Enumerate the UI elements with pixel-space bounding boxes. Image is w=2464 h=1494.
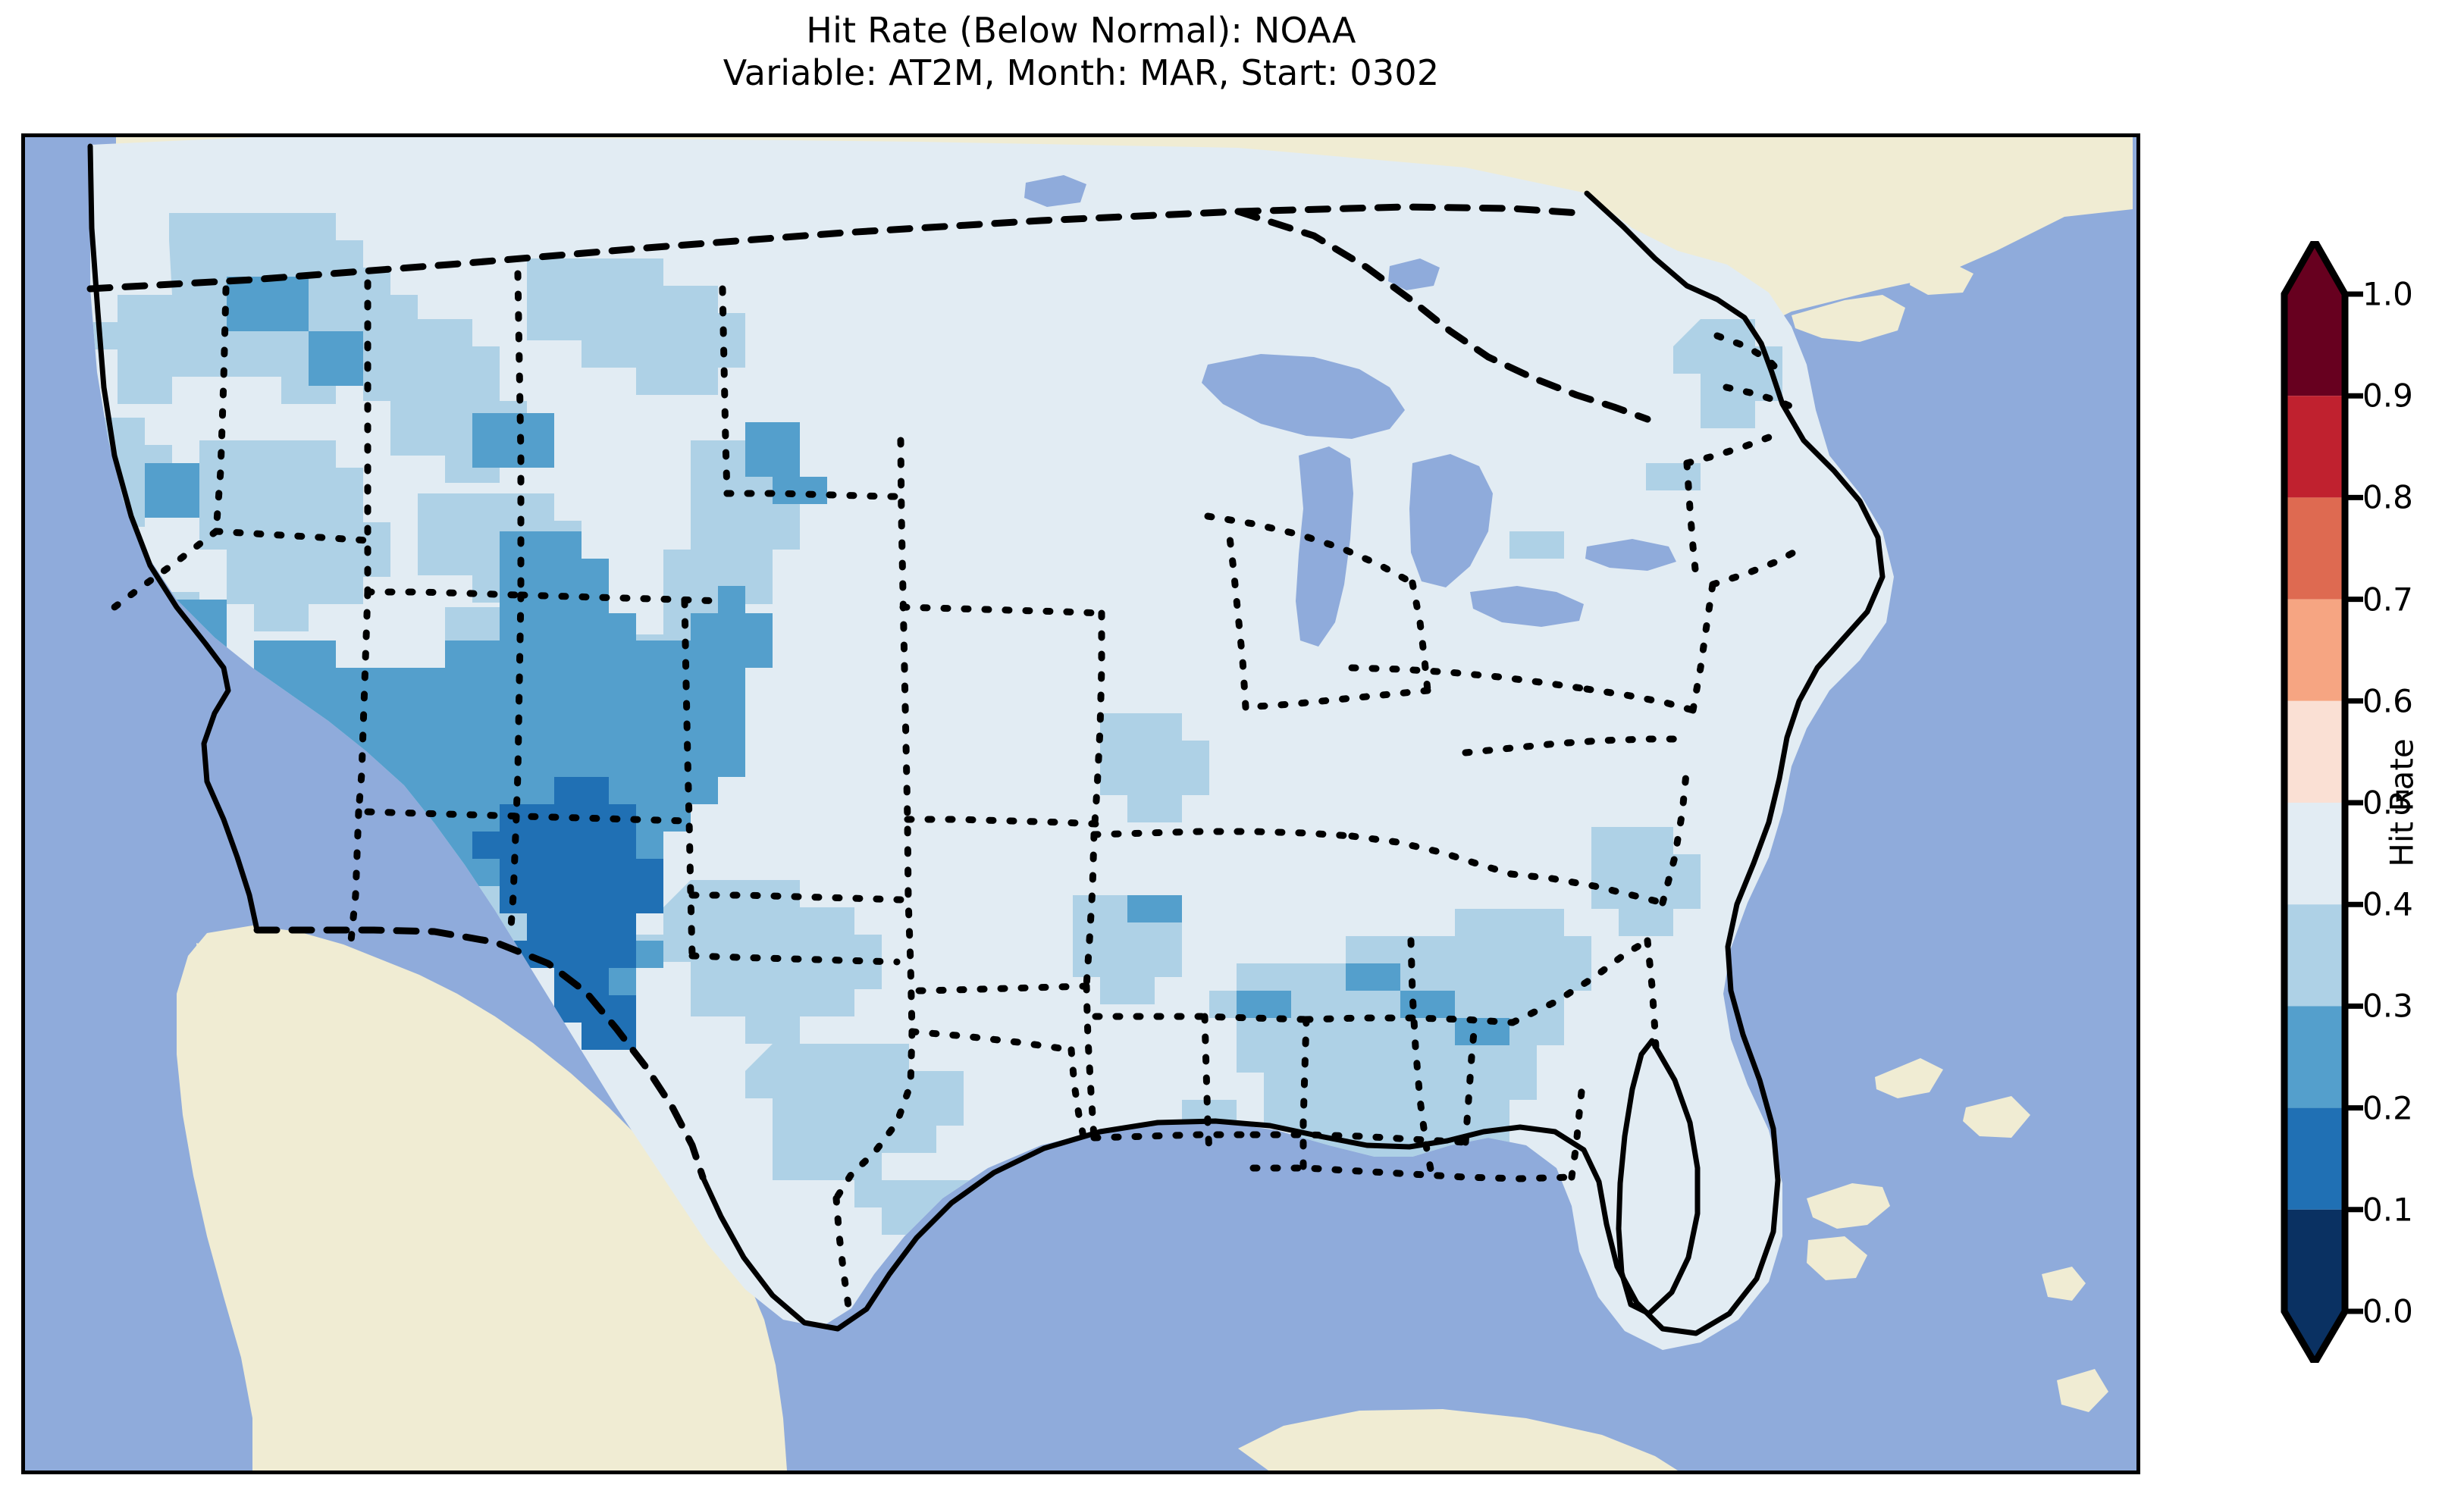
cb-band-080-090 xyxy=(2284,396,2345,498)
colorbar-graphic xyxy=(2281,241,2363,1363)
lake-erie xyxy=(1470,586,1584,627)
colorbar-ticks xyxy=(2345,291,2363,1314)
boundary-layer xyxy=(86,143,1886,1336)
mexico-mainland xyxy=(177,926,787,1471)
maritimes-land xyxy=(1792,295,1905,342)
cb-band-090-100 xyxy=(2284,294,2345,396)
bahamas-long-island xyxy=(1807,1236,1867,1280)
title-line-1: Hit Rate (Below Normal): NOAA xyxy=(806,10,1356,51)
cb-tick-label-0-8: 0.8 xyxy=(2362,478,2413,516)
florida-outline xyxy=(1616,1038,1701,1317)
us-canada-border xyxy=(86,203,1583,293)
cb-tick-label-0-0: 0.0 xyxy=(2362,1292,2413,1330)
cb-tick-label-0-9: 0.9 xyxy=(2362,377,2413,415)
land-outside-domain xyxy=(116,137,2133,1471)
canada-landmass xyxy=(116,137,2133,327)
great-lakes xyxy=(1024,175,1676,647)
lake-winnipeg xyxy=(1024,175,1086,207)
cb-band-000-010 xyxy=(2284,1209,2345,1311)
cuba-land xyxy=(1238,1409,1678,1471)
colorbar[interactable]: 1.0 0.9 0.8 0.7 0.6 0.5 0.4 0.3 0.2 0.1 … xyxy=(2269,241,2413,1363)
cb-tick-label-0-4: 0.4 xyxy=(2362,885,2413,923)
cb-tick-label-0-7: 0.7 xyxy=(2362,581,2413,619)
cb-tick-label-1-0: 1.0 xyxy=(2362,275,2413,313)
pacific-coastline xyxy=(87,143,260,933)
map-canvas xyxy=(25,137,2136,1471)
lake-michigan xyxy=(1296,446,1353,647)
us-mexico-border xyxy=(253,926,707,1181)
title-line-2: Variable: AT2M, Month: MAR, Start: 0302 xyxy=(723,52,1440,94)
lake-huron xyxy=(1409,454,1493,587)
lake-nipigon xyxy=(1388,258,1440,290)
cb-tick-label-0-2: 0.2 xyxy=(2362,1089,2413,1127)
cb-band-050-060 xyxy=(2284,700,2345,803)
cb-band-030-040 xyxy=(2284,904,2345,1007)
atlantic-gulf-coastline xyxy=(700,190,1886,1336)
bahamas-andros xyxy=(1807,1183,1890,1229)
lake-superior xyxy=(1202,354,1405,439)
newfoundland-land xyxy=(1910,262,1973,295)
bahamas-eleuthera xyxy=(1963,1096,2030,1138)
cb-band-010-020 xyxy=(2284,1107,2345,1210)
cb-tick-label-0-5: 0.5 xyxy=(2362,784,2413,822)
hispaniola-west xyxy=(2057,1369,2108,1412)
colorbar-over-arrow xyxy=(2284,241,2345,294)
cb-tick-label-0-6: 0.6 xyxy=(2362,682,2413,720)
figure-title: Hit Rate (Below Normal): NOAA Variable: … xyxy=(0,9,2162,94)
map-axes[interactable] xyxy=(21,133,2140,1474)
baja-peninsula xyxy=(196,943,307,1236)
cb-band-040-050 xyxy=(2284,803,2345,905)
cb-tick-label-0-3: 0.3 xyxy=(2362,987,2413,1025)
us-canada-border-lakes xyxy=(1234,208,1651,423)
cb-band-070-080 xyxy=(2284,497,2345,600)
cb-tick-label-0-1: 0.1 xyxy=(2362,1191,2413,1229)
bahamas-grand xyxy=(1875,1058,1943,1098)
cb-band-060-070 xyxy=(2284,599,2345,701)
colorbar-axis-label: Hit Rate xyxy=(2383,738,2421,867)
cb-band-020-030 xyxy=(2284,1006,2345,1108)
colorbar-bands xyxy=(2284,294,2345,1311)
lake-ontario xyxy=(1585,539,1676,571)
turks-caicos xyxy=(2042,1267,2086,1301)
colorbar-under-arrow xyxy=(2284,1311,2345,1363)
state-borders-dotted xyxy=(105,270,1803,1310)
